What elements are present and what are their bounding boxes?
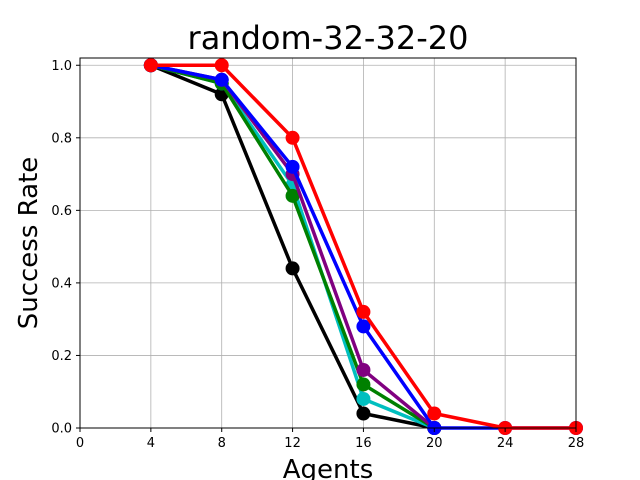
data-point — [356, 391, 371, 406]
y-tick-label: 0.0 — [51, 422, 72, 437]
x-tick-label: 0 — [76, 436, 84, 451]
y-tick-label: 0.6 — [51, 204, 72, 219]
y-axis-label: Success Rate — [14, 157, 44, 330]
data-point — [285, 261, 300, 276]
data-point — [143, 58, 158, 73]
y-tick-label: 0.4 — [51, 276, 72, 291]
x-tick-label: 4 — [147, 436, 155, 451]
data-point — [285, 130, 300, 145]
data-point — [356, 304, 371, 319]
data-point — [356, 362, 371, 377]
x-axis-label: Agents — [283, 455, 374, 480]
data-point — [427, 406, 442, 421]
data-point — [285, 188, 300, 203]
data-point — [356, 406, 371, 421]
data-point — [356, 319, 371, 334]
x-tick-label: 24 — [497, 436, 514, 451]
grid — [79, 58, 577, 429]
data-point — [285, 159, 300, 174]
x-tick-label: 28 — [568, 436, 585, 451]
data-point — [214, 58, 229, 73]
chart-title: random-32-32-20 — [188, 19, 469, 57]
x-tick-label: 16 — [355, 436, 372, 451]
data-point — [214, 72, 229, 87]
x-tick-label: 12 — [284, 436, 301, 451]
plot-frame — [79, 57, 577, 429]
ticks: 0 4 8 12 16 20 24 28 0.0 0.2 0.4 0.6 0.8 1.0 — [51, 59, 584, 451]
y-tick-label: 1.0 — [51, 59, 72, 74]
y-tick-label: 0.2 — [51, 349, 72, 364]
x-tick-label: 20 — [426, 436, 443, 451]
x-tick-label: 8 — [218, 436, 226, 451]
data-point — [356, 377, 371, 392]
y-tick-label: 0.8 — [51, 131, 72, 146]
